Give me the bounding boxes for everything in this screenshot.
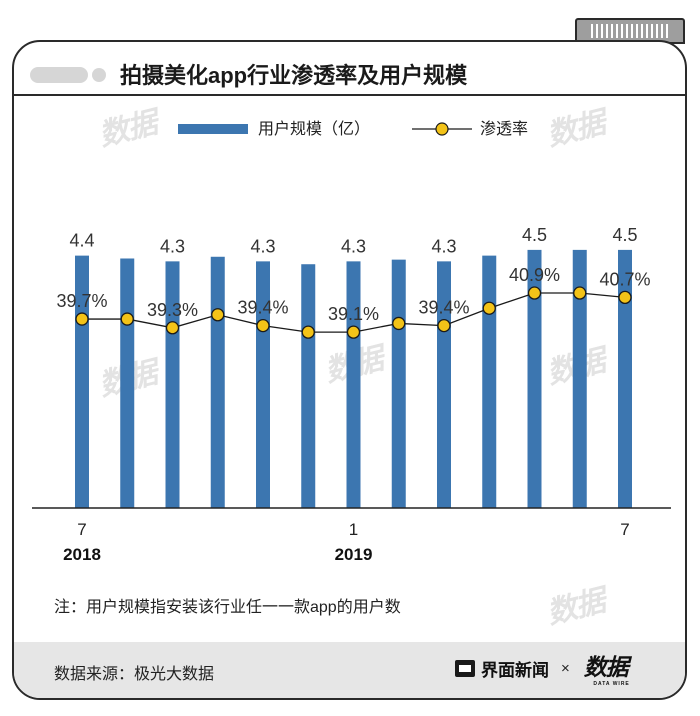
line-value-label: 39.4%	[237, 298, 288, 318]
line-point	[256, 318, 270, 333]
line-point	[211, 308, 225, 322]
bar	[165, 261, 180, 508]
legend-bar-label: 用户规模（亿）	[258, 120, 370, 138]
header-dot-decoration	[92, 68, 106, 82]
line-value-label: 39.7%	[56, 291, 107, 311]
bar-series: 4.4 4.3 4.3 4.3 4.3 4.5 4.5	[69, 225, 638, 509]
brand-block: 界面新闻 × 数据 DATA WIRE	[455, 654, 629, 687]
line-point	[618, 290, 632, 305]
bar-value-label: 4.3	[431, 236, 456, 256]
x-axis-ticks: 7 2018 1 2019 7	[63, 520, 630, 564]
line-value-label: 40.7%	[599, 269, 650, 289]
x-tick-label: 7	[77, 520, 86, 539]
legend: 用户规模（亿） 渗透率	[178, 120, 528, 138]
line-point	[75, 312, 89, 326]
jiemian-logo-icon	[455, 659, 475, 677]
line-point	[573, 286, 587, 300]
bar-value-label: 4.5	[612, 225, 637, 245]
line-value-label: 39.1%	[328, 304, 379, 324]
line-point	[120, 312, 134, 326]
bar	[618, 249, 632, 509]
bar	[120, 258, 135, 508]
line-point	[527, 286, 542, 300]
line-value-label: 40.9%	[509, 265, 560, 285]
datawire-logo: 数据	[583, 654, 629, 681]
x-tick-label: 1	[349, 520, 358, 539]
x-year-label: 2019	[335, 545, 373, 564]
chart-title: 拍摄美化app行业渗透率及用户规模	[120, 63, 468, 88]
brand-times: ×	[561, 659, 570, 677]
bar	[346, 261, 361, 508]
line-point	[165, 321, 180, 335]
line-point	[437, 318, 451, 333]
line-point	[482, 301, 496, 315]
footer: 数据来源：极光大数据 界面新闻 × 数据 DATA WIRE	[14, 642, 685, 698]
bar	[572, 249, 587, 509]
clip-tab	[575, 18, 685, 44]
bar	[210, 256, 225, 508]
bar-value-label: 4.3	[341, 236, 366, 256]
bar	[301, 264, 316, 508]
bar-value-label: 4.3	[160, 236, 185, 256]
bar-value-label: 4.5	[522, 225, 547, 245]
data-source: 数据来源：极光大数据	[54, 666, 215, 683]
chart-card: 拍摄美化app行业渗透率及用户规模 数据 数据 数据 数据 数据 数据 用户规模…	[12, 40, 687, 700]
footnote: 注：用户规模指安装该行业任一一款app的用户数	[54, 598, 401, 616]
legend-marker	[435, 122, 449, 136]
brand-name: 界面新闻	[481, 660, 549, 680]
bar-value-label: 4.3	[250, 236, 275, 256]
bar	[391, 259, 406, 508]
bar-value-label: 4.4	[69, 231, 94, 251]
line-value-label: 39.4%	[418, 298, 469, 318]
legend-line-label: 渗透率	[480, 120, 528, 138]
legend-bar-swatch	[178, 124, 248, 134]
line-point	[346, 325, 361, 339]
x-year-label: 2018	[63, 545, 101, 564]
line-point	[392, 316, 406, 331]
x-tick-label: 7	[620, 520, 629, 539]
line-series: 39.7% 39.3% 39.4% 39.1% 39.4% 40.9% 40.7%	[56, 265, 651, 339]
header-pill-decoration	[30, 67, 88, 83]
chart-plot: 用户规模（亿） 渗透率 4.4 4.3 4.3 4.3 4.34.5 4.5 39.7% 3…	[32, 120, 671, 616]
header-divider	[14, 94, 685, 96]
bar	[527, 249, 542, 509]
bar	[482, 255, 497, 508]
line-value-label: 39.3%	[147, 300, 198, 320]
line-point	[301, 325, 315, 339]
datawire-logo-sub: DATA WIRE	[593, 681, 630, 687]
